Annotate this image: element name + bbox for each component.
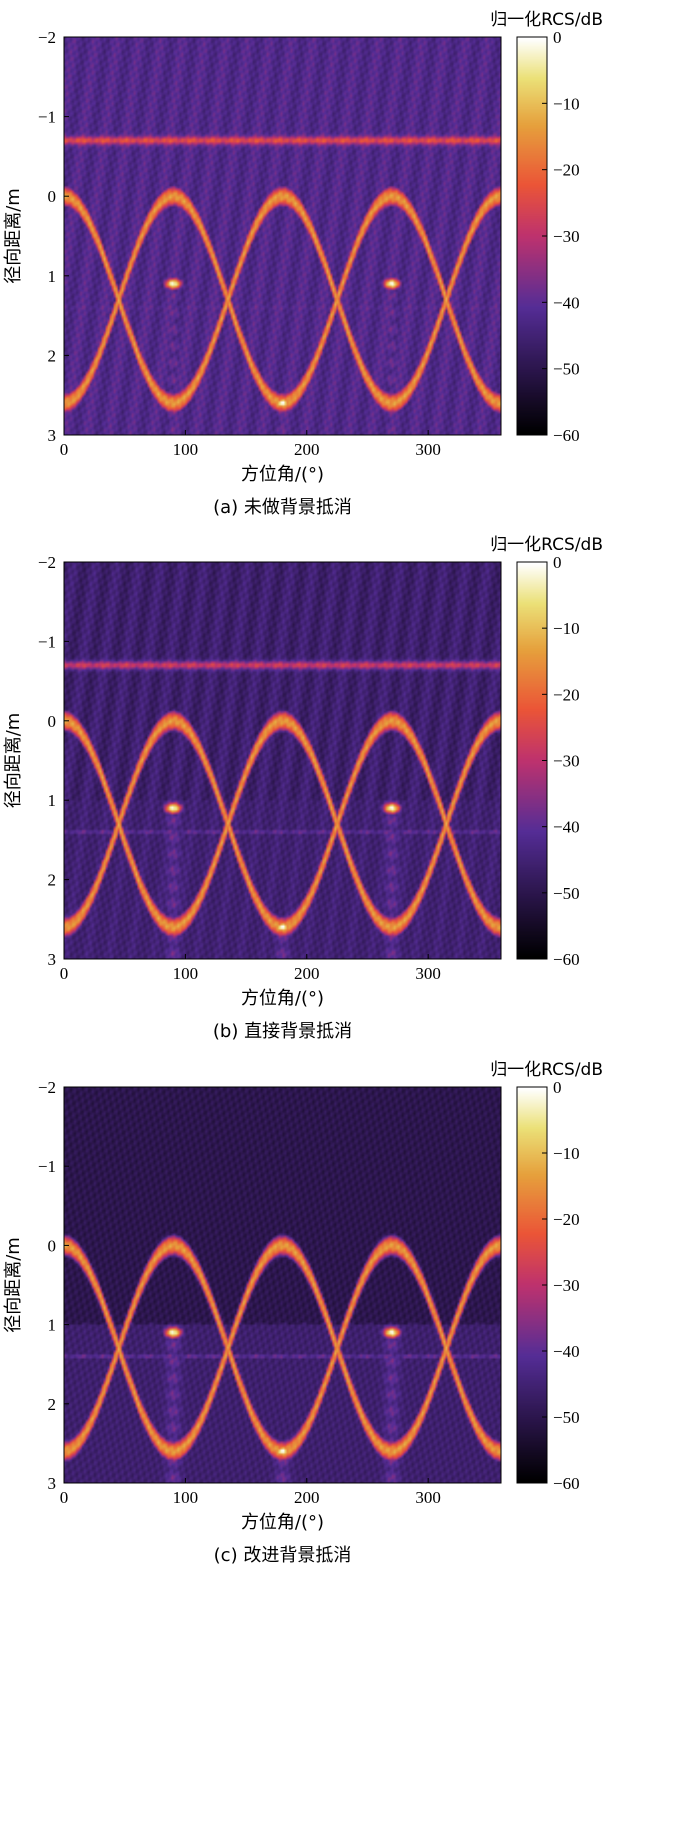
x-axis-label: 方位角/(°) [241, 1512, 324, 1533]
x-axis-label: 方位角/(°) [241, 464, 324, 485]
colorbar-tick-label: −10 [553, 619, 580, 638]
heatmap-image [64, 1087, 501, 1483]
colorbar-tick-label: −40 [553, 293, 580, 312]
y-tick-label: 0 [48, 712, 57, 731]
x-tick-label: 100 [173, 964, 199, 983]
y-tick-label: 2 [48, 1395, 57, 1414]
x-tick-label: 200 [294, 1488, 320, 1507]
colorbar-tick-label: −50 [553, 360, 580, 379]
y-tick-label: 2 [48, 346, 57, 365]
y-tick-label: −2 [38, 28, 56, 47]
y-tick-label: 2 [48, 871, 57, 890]
colorbar-tick-label: −50 [553, 884, 580, 903]
x-tick-label: 200 [294, 440, 320, 459]
heatmap-image [64, 37, 501, 435]
colorbar-tick-label: −30 [553, 227, 580, 246]
colorbar-tick-label: 0 [553, 28, 562, 47]
plot-frame [63, 36, 502, 436]
colorbar-tick-label: −60 [553, 426, 580, 445]
x-axis-label: 方位角/(°) [241, 988, 324, 1009]
plot-frame [63, 1086, 502, 1484]
colorbar-tick-label: −30 [553, 1276, 580, 1295]
panel-caption: (c) 改进背景抵消 [214, 1545, 352, 1566]
y-tick-label: 1 [48, 791, 57, 810]
x-tick-label: 300 [415, 1488, 441, 1507]
colorbar-tick-label: −60 [553, 1474, 580, 1493]
colorbar-label: 归一化RCS/dB [490, 535, 603, 555]
colorbar-tick-label: 0 [553, 553, 562, 572]
colorbar-tick-label: −60 [553, 950, 580, 969]
y-axis-label: 径向距离/m [3, 188, 24, 284]
y-tick-label: 0 [48, 1236, 57, 1255]
colorbar-tick-label: −30 [553, 752, 580, 771]
colorbar-tick-label: −20 [553, 161, 580, 180]
y-tick-label: 3 [48, 426, 57, 445]
panel-caption: (b) 直接背景抵消 [213, 1021, 352, 1042]
x-tick-label: 0 [60, 964, 69, 983]
colorbar-tick-label: −40 [553, 1342, 580, 1361]
x-tick-label: 0 [60, 1488, 69, 1507]
y-axis-label: 径向距离/m [3, 713, 24, 809]
y-tick-label: 1 [48, 1316, 57, 1335]
colorbar-tick-label: 0 [553, 1078, 562, 1097]
colorbar-tick-label: −40 [553, 818, 580, 837]
colorbar-tick-label: −20 [553, 1210, 580, 1229]
colorbar-tick-label: −50 [553, 1408, 580, 1427]
y-tick-label: −1 [38, 632, 56, 651]
x-tick-label: 100 [173, 440, 199, 459]
y-tick-label: 3 [48, 950, 57, 969]
colorbar-label: 归一化RCS/dB [490, 1060, 603, 1080]
heatmap-image [64, 562, 501, 959]
colorbar-tick-label: −10 [553, 1144, 580, 1163]
x-tick-label: 0 [60, 440, 69, 459]
y-axis-label: 径向距离/m [3, 1237, 24, 1333]
x-tick-label: 200 [294, 964, 320, 983]
y-tick-label: 3 [48, 1474, 57, 1493]
x-tick-label: 300 [415, 964, 441, 983]
panel-caption: (a) 未做背景抵消 [213, 497, 352, 518]
y-tick-label: −2 [38, 553, 56, 572]
y-tick-label: −1 [38, 1157, 56, 1176]
y-tick-label: 1 [48, 267, 57, 286]
x-tick-label: 300 [415, 440, 441, 459]
colorbar-label: 归一化RCS/dB [490, 10, 603, 30]
y-tick-label: 0 [48, 187, 57, 206]
plot-frame [63, 561, 502, 960]
y-tick-label: −1 [38, 108, 56, 127]
colorbar-tick-label: −20 [553, 685, 580, 704]
x-tick-label: 100 [173, 1488, 199, 1507]
colorbar-tick-label: −10 [553, 94, 580, 113]
y-tick-label: −2 [38, 1078, 56, 1097]
